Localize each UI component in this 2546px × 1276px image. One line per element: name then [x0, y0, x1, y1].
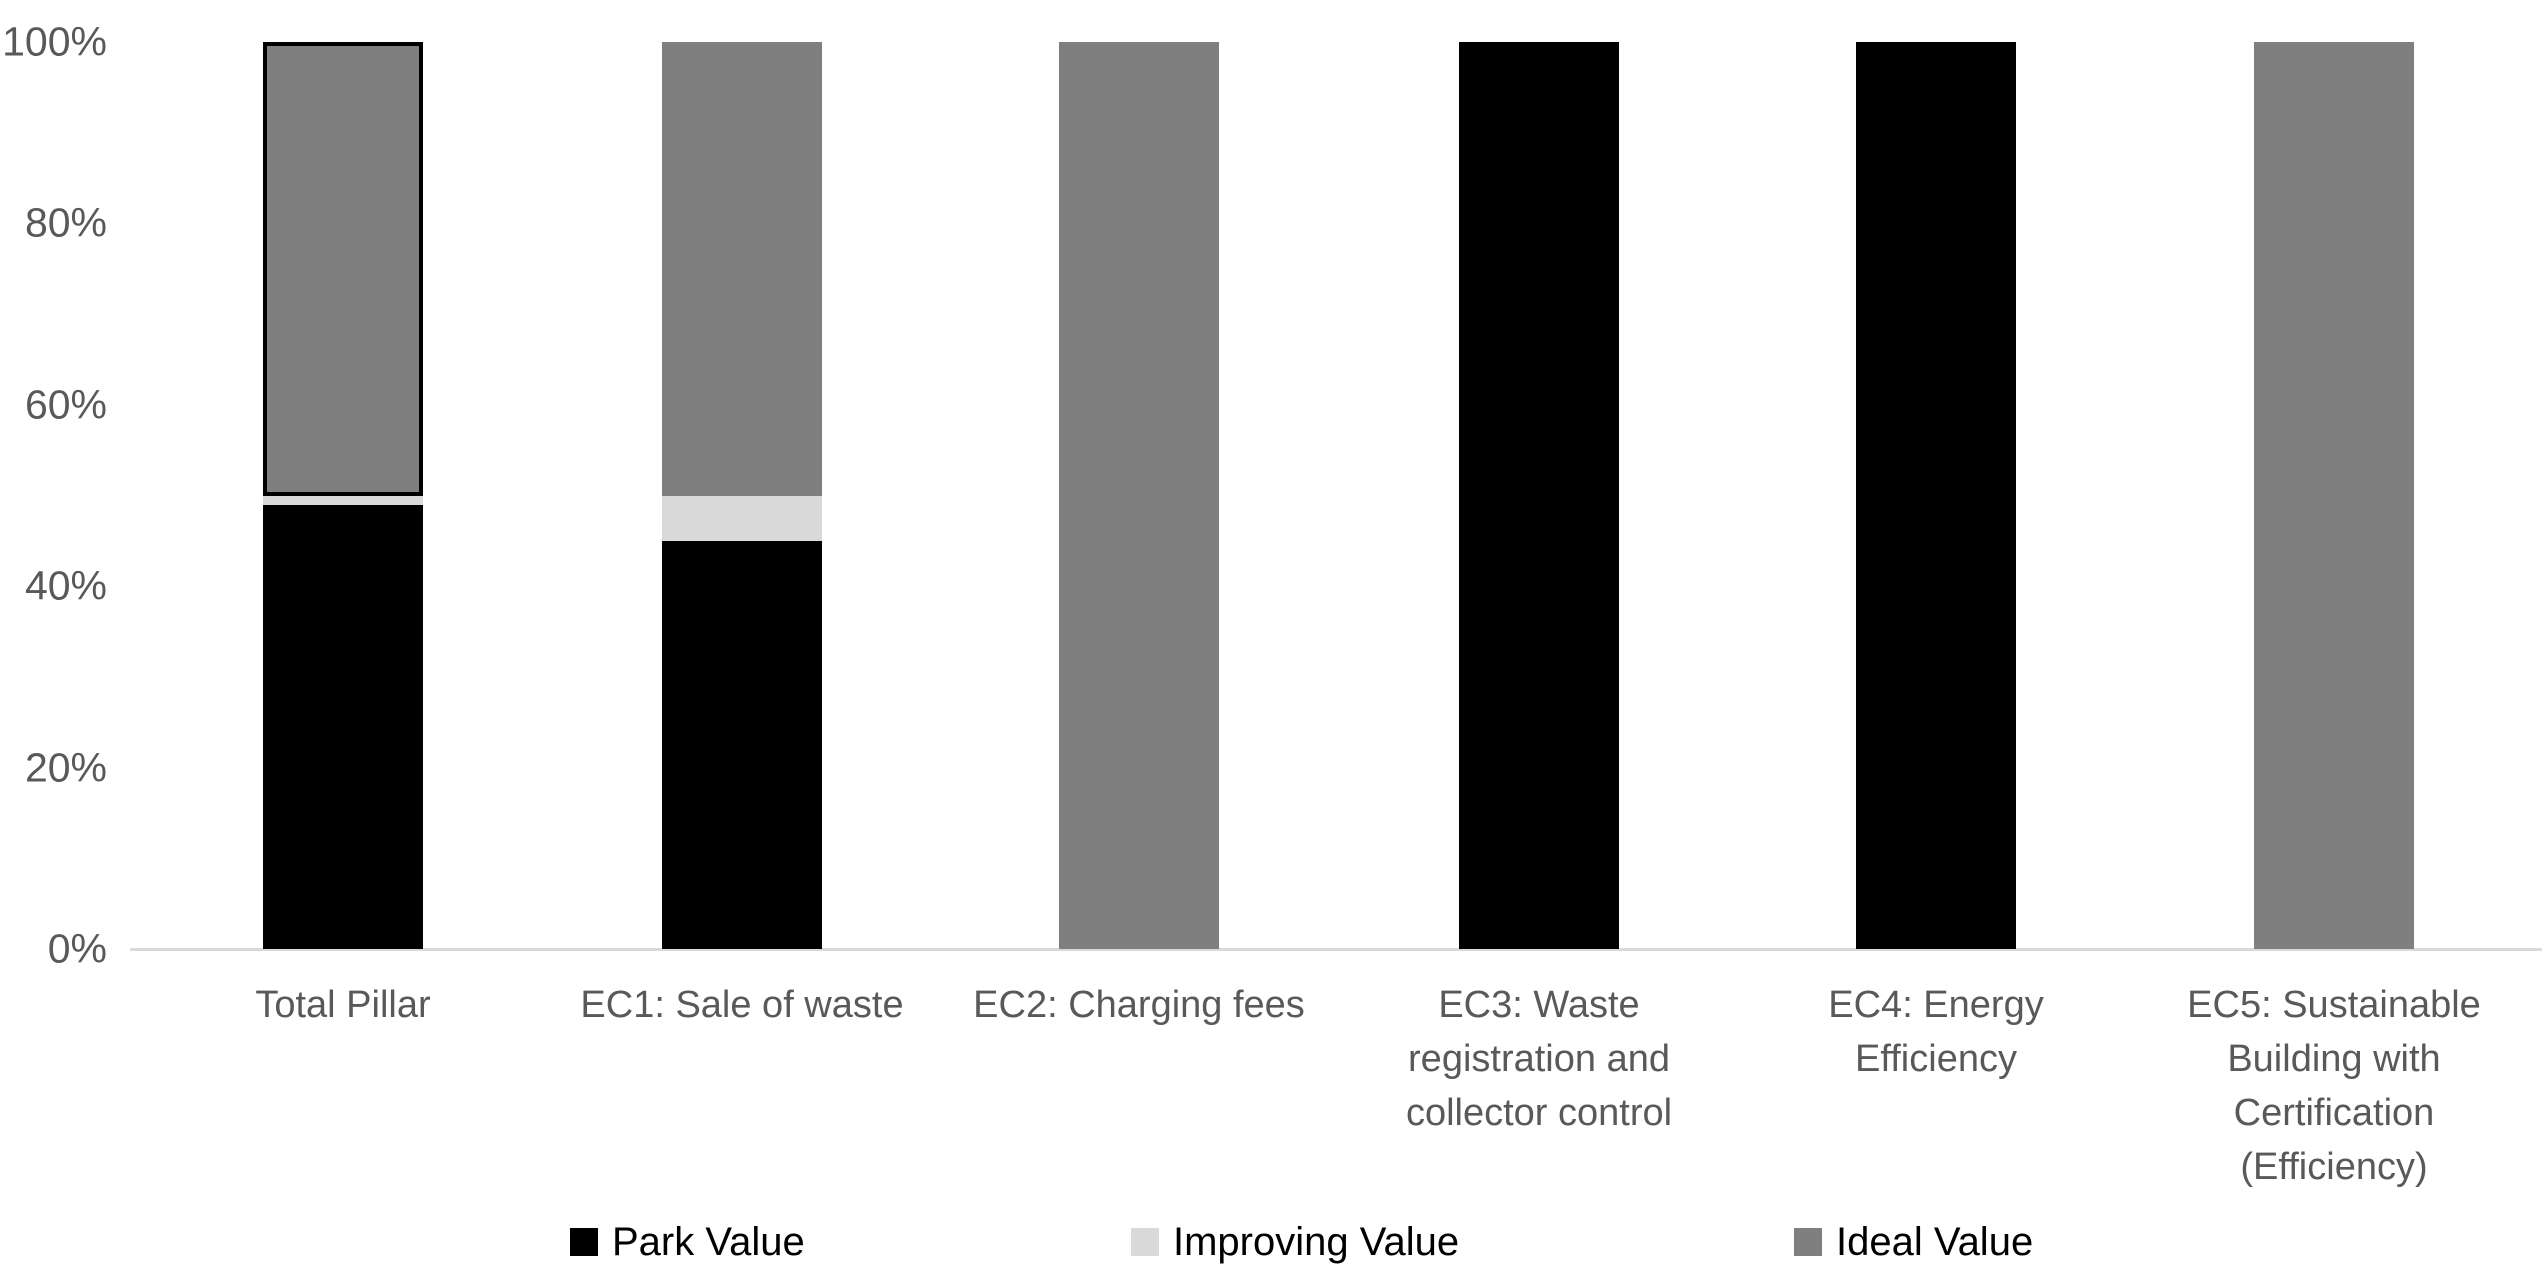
- category-label-line: EC2: Charging fees: [973, 984, 1305, 1026]
- y-axis-tick-label: 0%: [47, 925, 107, 972]
- legend-item-park-value: Park Value: [570, 1214, 805, 1270]
- category-label-line: Total Pillar: [255, 984, 431, 1026]
- category-label-ec2-charging-fees: EC2: Charging fees: [929, 978, 1349, 1032]
- legend-label: Ideal Value: [1836, 1219, 2034, 1264]
- category-label-line: EC5: Sustainable: [2187, 984, 2481, 1026]
- bar-segment-ideal-value: [1059, 42, 1219, 949]
- y-axis-tick-label: 20%: [24, 744, 107, 791]
- category-label-ec1-sale-of-waste: EC1: Sale of waste: [532, 978, 952, 1032]
- x-axis-line: [130, 948, 2542, 951]
- bar-segment-improving-value: [662, 495, 822, 541]
- category-label-line: Certification: [2233, 1092, 2435, 1134]
- y-axis-tick-label: 80%: [24, 199, 107, 246]
- y-axis-tick-label: 100%: [2, 18, 107, 65]
- bar-segment-ideal-value: [2254, 42, 2414, 949]
- bar-segment-park-value: [1459, 42, 1619, 949]
- y-axis-tick-label: 60%: [24, 381, 107, 428]
- legend-label: Improving Value: [1173, 1219, 1460, 1264]
- category-label-line: collector control: [1405, 1092, 1673, 1134]
- legend-item-improving-value: Improving Value: [1131, 1214, 1459, 1270]
- category-label-line: Building with: [2227, 1038, 2441, 1080]
- legend-swatch-park-value: [570, 1228, 598, 1256]
- category-label-ec5-sustainable-building-with-certification-efficiency: EC5: Sustainable Building with Certificati…: [2124, 978, 2544, 1194]
- legend-item-ideal-value: Ideal Value: [1794, 1214, 2033, 1270]
- bar-segment-park-value: [1856, 42, 2016, 949]
- category-label-ec3-waste-registration-and-collector-control: EC3: Waste registration and collector cont…: [1329, 978, 1749, 1140]
- category-label-line: EC1: Sale of waste: [580, 984, 904, 1026]
- legend-label: Park Value: [612, 1219, 805, 1264]
- category-label-line: EC4: Energy: [1828, 984, 2044, 1026]
- category-label-total-pillar: Total Pillar: [133, 978, 553, 1032]
- category-label-line: EC3: Waste: [1438, 984, 1640, 1026]
- bar-segment-park-value: [662, 540, 822, 949]
- bar-segment-improving-value: [263, 495, 423, 505]
- legend-swatch-ideal-value: [1794, 1228, 1822, 1256]
- category-label-ec4-energy-efficiency: EC4: Energy Efficiency: [1726, 978, 2146, 1086]
- category-label-line: Efficiency: [1855, 1038, 2017, 1080]
- bar-segment-ideal-value: [662, 42, 822, 496]
- category-label-line: registration and: [1408, 1038, 1670, 1080]
- category-label-line: (Efficiency): [2240, 1146, 2428, 1188]
- legend-swatch-improving-value: [1131, 1228, 1159, 1256]
- bar-segment-ideal-value: [263, 42, 423, 496]
- y-axis-tick-label: 40%: [24, 562, 107, 609]
- bar-segment-park-value: [263, 504, 423, 949]
